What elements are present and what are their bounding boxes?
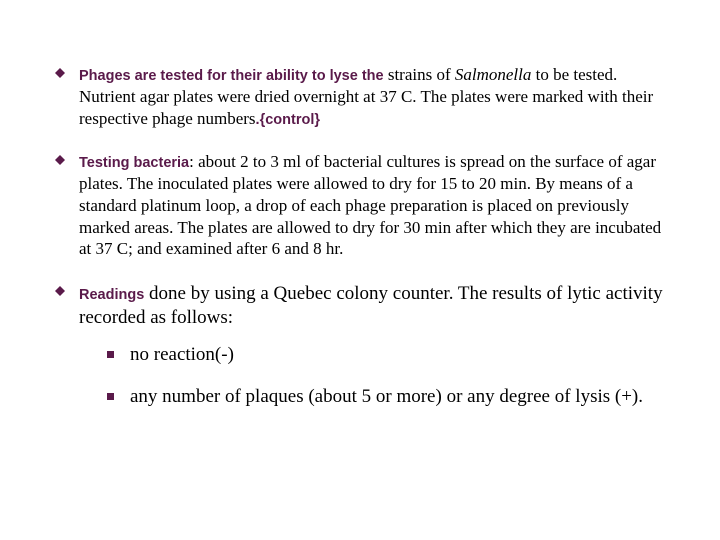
square-icon	[107, 351, 114, 358]
bullet-text: Phages are tested for their ability to l…	[79, 64, 665, 129]
bullet-item: Phages are tested for their ability to l…	[55, 64, 665, 129]
bullet-text: Testing bacteria: about 2 to 3 ml of bac…	[79, 151, 665, 260]
diamond-icon	[55, 286, 65, 296]
bullet-item: Testing bacteria: about 2 to 3 ml of bac…	[55, 151, 665, 260]
bullet-item: Readings done by using a Quebec colony c…	[55, 282, 665, 428]
body-text-large: done by using a Quebec colony counter. T…	[79, 283, 663, 328]
italic-text: Salmonella	[455, 65, 532, 84]
lead-text: Readings	[79, 287, 144, 303]
lead-text-tail: .{control}	[256, 112, 320, 128]
sub-text: no reaction(-)	[130, 343, 665, 368]
diamond-icon	[55, 68, 65, 78]
diamond-icon	[55, 155, 65, 165]
sub-list: no reaction(-) any number of plaques (ab…	[79, 343, 665, 410]
body-text: strains of	[384, 65, 455, 84]
lead-text: Phages are tested for their ability to l…	[79, 68, 384, 84]
sub-item: any number of plaques (about 5 or more) …	[107, 385, 665, 410]
lead-text: Testing bacteria	[79, 155, 189, 171]
sub-item: no reaction(-)	[107, 343, 665, 368]
bullet-text: Readings done by using a Quebec colony c…	[79, 282, 665, 428]
sub-text: any number of plaques (about 5 or more) …	[130, 385, 665, 410]
square-icon	[107, 393, 114, 400]
